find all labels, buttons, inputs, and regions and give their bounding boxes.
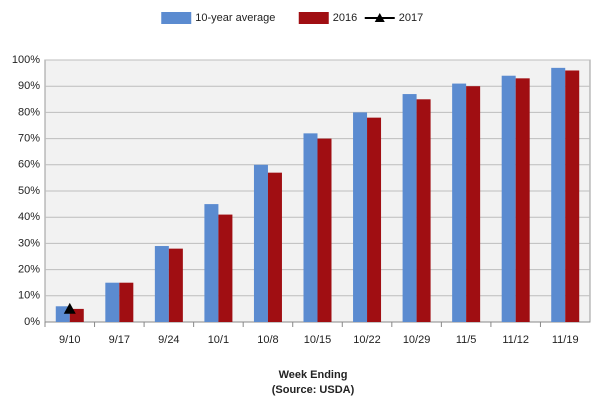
bar — [119, 282, 134, 322]
bar — [253, 164, 268, 322]
bar — [267, 172, 282, 322]
x-tick-label: 9/17 — [109, 334, 130, 346]
bar — [402, 94, 417, 322]
y-tick-label: 50% — [18, 185, 40, 197]
bar — [317, 138, 332, 322]
bar — [303, 133, 318, 322]
y-tick-label: 40% — [18, 211, 40, 223]
x-tick-label: 11/19 — [552, 334, 579, 346]
bar — [367, 117, 382, 322]
bar — [565, 70, 580, 322]
y-tick-label: 30% — [18, 237, 40, 249]
bar — [515, 78, 530, 322]
x-tick-label: 9/10 — [59, 334, 80, 346]
line-marker — [63, 302, 76, 314]
bar — [551, 67, 566, 322]
x-tick-label: 10/29 — [403, 334, 431, 346]
x-tick-label: 10/22 — [353, 334, 381, 346]
bar — [416, 99, 431, 322]
x-tick-label: 10/15 — [304, 334, 332, 346]
bar — [466, 86, 481, 322]
bar — [204, 204, 219, 322]
x-tick-label: 10/1 — [208, 334, 229, 346]
x-axis-title: Week Ending — [279, 369, 348, 381]
bar — [105, 282, 120, 322]
legend-label: 10-year average — [195, 12, 275, 24]
legend-label: 2017 — [399, 12, 423, 24]
y-tick-label: 10% — [18, 290, 40, 302]
bar — [501, 75, 516, 322]
bar — [452, 83, 467, 322]
y-tick-label: 70% — [18, 133, 40, 145]
x-axis-source: (Source: USDA) — [272, 384, 355, 396]
x-tick-label: 11/5 — [456, 334, 477, 346]
y-tick-label: 0% — [24, 316, 40, 328]
bar — [353, 112, 368, 323]
legend-swatch — [298, 12, 329, 24]
y-tick-label: 90% — [18, 80, 40, 92]
legend-swatch — [161, 12, 192, 24]
bar — [218, 214, 233, 322]
y-tick-label: 80% — [18, 106, 40, 118]
y-tick-label: 20% — [18, 264, 40, 276]
x-tick-label: 11/12 — [502, 334, 529, 346]
x-tick-label: 9/24 — [158, 334, 179, 346]
bar — [168, 248, 183, 322]
y-tick-label: 100% — [12, 54, 40, 66]
bar — [154, 246, 169, 322]
y-tick-label: 60% — [18, 159, 40, 171]
legend-marker — [374, 13, 385, 22]
x-tick-label: 10/8 — [257, 334, 278, 346]
legend-label: 2016 — [333, 12, 357, 24]
